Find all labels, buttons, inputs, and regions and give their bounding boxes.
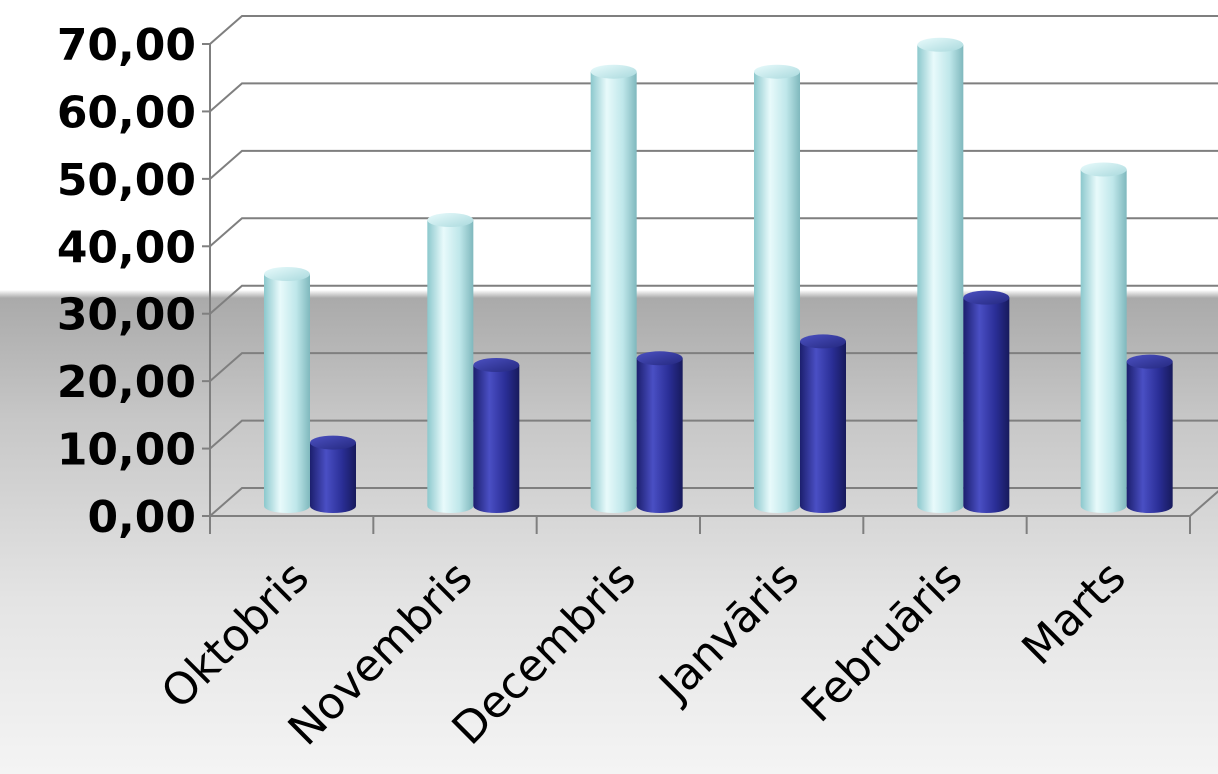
y-tick-labels: 0,00 10,00 20,00 30,00 40,00 50,00 60,00 70,00	[57, 20, 196, 543]
gridlines	[209, 15, 1218, 517]
gridline	[209, 352, 1218, 382]
x-category-label: Marts	[1013, 552, 1136, 675]
bar-top	[963, 290, 1010, 305]
bars	[264, 37, 1173, 514]
bar-series2-2	[636, 351, 683, 514]
y-tick-label: 20,00	[57, 357, 196, 408]
gridline	[209, 82, 1218, 113]
bar-body	[590, 71, 637, 514]
bar-top	[264, 267, 310, 281]
gridline	[209, 217, 1218, 248]
gridline	[209, 284, 1218, 315]
y-tick-label: 70,00	[57, 20, 196, 71]
y-tick-label: 10,00	[57, 425, 196, 476]
y-tick-label: 30,00	[57, 290, 196, 341]
bar-top	[590, 64, 637, 79]
bar-series2-4	[963, 290, 1010, 514]
y-tick-label: 40,00	[57, 222, 196, 273]
y-tick-label: 60,00	[57, 87, 196, 138]
bar-body	[264, 274, 310, 513]
bar-series1-0	[264, 267, 310, 513]
bar-series2-0	[310, 435, 356, 513]
bar-top	[473, 358, 520, 373]
x-category-label: Janvāris	[648, 552, 809, 713]
bar-series2-1	[473, 358, 520, 513]
bar-top	[1126, 354, 1173, 369]
bar-body	[963, 297, 1010, 514]
bar-body	[636, 358, 683, 514]
bar-top	[917, 37, 964, 52]
bar-body	[754, 71, 800, 513]
bar-series1-3	[754, 64, 800, 513]
bar-body	[917, 44, 964, 514]
bar-series2-5	[1126, 354, 1173, 514]
bar-top	[310, 435, 356, 450]
gridline	[209, 149, 1218, 180]
bar-top	[754, 64, 800, 79]
bar-series1-4	[917, 37, 964, 514]
bar-top	[636, 351, 683, 366]
y-tick-label: 0,00	[87, 492, 196, 543]
bar-top	[1080, 162, 1127, 177]
bar-body	[1080, 169, 1127, 514]
x-category-label: Oktobris	[152, 552, 319, 719]
bar-body	[800, 341, 846, 513]
gridline	[209, 15, 1218, 45]
gridline	[209, 487, 1218, 517]
bar-top	[427, 213, 474, 228]
bar-series1-2	[590, 64, 637, 514]
gridline	[209, 419, 1218, 450]
bar-body	[310, 442, 356, 513]
bar-series1-5	[1080, 162, 1127, 514]
bar-body	[427, 220, 474, 514]
bar-series1-1	[427, 213, 474, 514]
x-axis-floor	[210, 490, 1218, 517]
bar-top	[800, 334, 846, 349]
bar-body	[1126, 361, 1173, 514]
x-category-label: Februāris	[792, 552, 972, 732]
bar-body	[473, 365, 520, 513]
bar-series2-3	[800, 334, 846, 513]
y-tick-label: 50,00	[57, 155, 196, 206]
axes	[202, 43, 1218, 534]
